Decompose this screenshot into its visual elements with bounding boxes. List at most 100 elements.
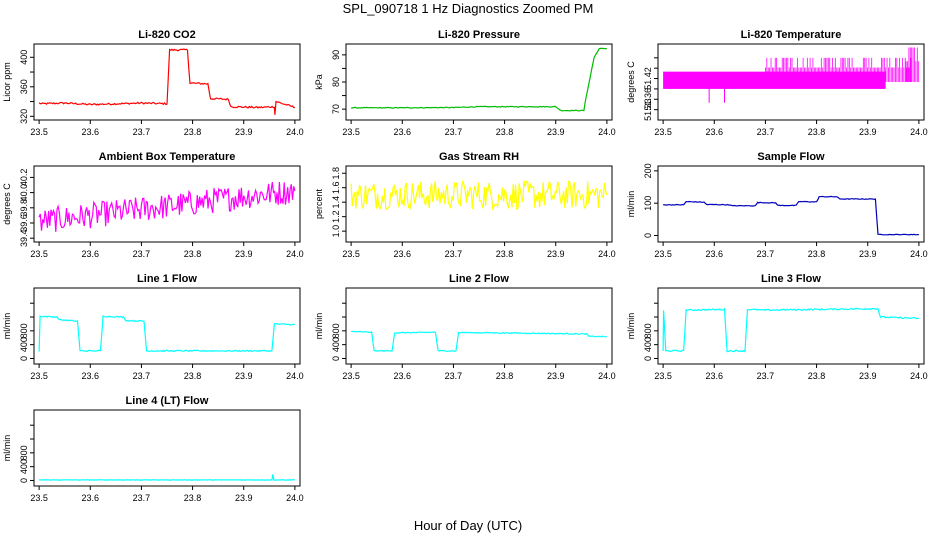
series-line — [662, 307, 920, 353]
x-tick-label: 23.5 — [30, 249, 48, 259]
panel-7: Line 1 Flow ml/min 23.5 23.6 23.7 23.8 23.9 24.… — [2, 273, 304, 381]
y-tick-label: 800 — [643, 323, 653, 338]
panel-2: Li-820 Pressure kPa 23.5 23.6 23.7 23.8 23.9 24… — [314, 29, 616, 137]
x-tick-label: 23.9 — [235, 371, 253, 381]
x-tick-label: 23.7 — [133, 127, 151, 137]
x-tick-label: 23.9 — [547, 127, 565, 137]
x-tick-label: 23.5 — [30, 371, 48, 381]
data-layer — [663, 195, 919, 236]
x-tick-label: 23.7 — [133, 371, 151, 381]
x-tick-label: 23.9 — [235, 493, 253, 503]
x-tick-label: 23.5 — [654, 249, 672, 259]
y-tick-label: 1.6 — [331, 181, 341, 194]
panel-title: Li-820 CO2 — [138, 29, 195, 41]
y-tick-label: 400 — [19, 459, 29, 474]
x-tick-label: 24.0 — [598, 371, 616, 381]
panel-title: Li-820 Temperature — [741, 29, 842, 41]
y-axis-label: Licor ppm — [2, 62, 12, 102]
data-layer — [350, 47, 607, 112]
x-tick-label: 24.0 — [286, 493, 304, 503]
y-tick-label: 400 — [19, 50, 29, 65]
y-tick-label: 40.0 — [19, 184, 29, 202]
plot-frame — [33, 409, 301, 487]
x-tick-label: 23.5 — [342, 371, 360, 381]
x-tick-label: 23.5 — [654, 371, 672, 381]
panel-3: Li-820 Temperature degrees C 23.5 23.6 23.7 2… — [626, 29, 928, 137]
y-axis-label: ml/min — [626, 191, 636, 218]
x-tick-label: 23.8 — [808, 127, 826, 137]
y-tick-label: 1.8 — [331, 167, 341, 180]
x-tick-label: 23.9 — [859, 127, 877, 137]
x-tick-label: 23.5 — [654, 127, 672, 137]
y-tick-label: 200 — [643, 163, 653, 178]
plot-frame — [33, 287, 301, 365]
series-line — [350, 179, 608, 212]
data-layer — [350, 179, 608, 212]
y-tick-label: 400 — [19, 337, 29, 352]
y-tick-label: 320 — [19, 109, 29, 124]
x-tick-label: 23.9 — [547, 249, 565, 259]
y-axis-label: ml/min — [2, 313, 12, 340]
x-tick-label: 23.7 — [757, 127, 775, 137]
panel-title: Line 1 Flow — [137, 273, 197, 285]
x-tick-label: 23.8 — [808, 371, 826, 381]
y-tick-label: 40.2 — [19, 169, 29, 187]
x-tick-label: 24.0 — [598, 249, 616, 259]
x-tick-label: 23.8 — [496, 127, 514, 137]
y-tick-label: 0 — [643, 356, 653, 361]
data-layer — [39, 474, 295, 481]
panel-10: Line 4 (LT) Flow ml/min 23.5 23.6 23.7 23.8 23… — [2, 395, 304, 503]
y-tick-label: 51.36 — [643, 88, 653, 111]
x-tick-label: 23.7 — [757, 249, 775, 259]
y-tick-label: 400 — [331, 337, 341, 352]
panel-title: Line 4 (LT) Flow — [126, 395, 209, 407]
panel-title: Sample Flow — [757, 151, 825, 163]
x-tick-label: 23.6 — [706, 127, 724, 137]
x-tick-label: 23.5 — [30, 493, 48, 503]
y-tick-label: 360 — [19, 79, 29, 94]
series-line — [38, 48, 295, 115]
y-tick-label: 39.4 — [19, 229, 29, 247]
series-line — [350, 47, 607, 112]
y-tick-label: 51.42 — [643, 67, 653, 90]
x-tick-label: 23.5 — [30, 127, 48, 137]
x-tick-label: 24.0 — [910, 249, 928, 259]
series-line — [351, 330, 607, 352]
plot-frame — [345, 43, 613, 121]
series-line — [38, 181, 296, 232]
x-tick-label: 23.6 — [394, 127, 412, 137]
x-tick-label: 23.6 — [706, 249, 724, 259]
x-tick-label: 23.8 — [496, 371, 514, 381]
data-layer — [38, 314, 296, 353]
x-tick-label: 23.6 — [706, 371, 724, 381]
y-axis-label: ml/min — [626, 313, 636, 340]
data-layer — [38, 181, 296, 232]
series-line — [39, 474, 295, 481]
x-tick-label: 23.7 — [445, 249, 463, 259]
y-axis-label: ml/min — [2, 435, 12, 462]
x-tick-label: 23.8 — [184, 371, 202, 381]
x-tick-label: 24.0 — [910, 127, 928, 137]
panel-8: Line 2 Flow ml/min 23.5 23.6 23.7 23.8 23.9 24.… — [314, 273, 616, 381]
x-tick-label: 23.7 — [133, 493, 151, 503]
y-tick-label: 39.6 — [19, 214, 29, 232]
x-tick-label: 23.7 — [757, 371, 775, 381]
x-tick-label: 23.8 — [184, 127, 202, 137]
y-tick-label: 51.33 — [643, 98, 653, 121]
y-axis-label: degrees C — [626, 61, 636, 103]
plot-frame — [345, 287, 613, 365]
y-axis-label: ml/min — [314, 313, 324, 340]
y-tick-label: 1.4 — [331, 196, 341, 209]
y-axis-label: kPa — [314, 74, 324, 90]
series-line — [663, 195, 919, 236]
y-tick-label: 400 — [643, 337, 653, 352]
y-tick-label: 800 — [19, 323, 29, 338]
x-tick-label: 23.6 — [82, 371, 100, 381]
y-tick-label: 0 — [331, 356, 341, 361]
y-tick-label: 0 — [643, 233, 653, 238]
panel-1: Li-820 CO2 Licor ppm 23.5 23.6 23.7 23.8 23.9 2… — [2, 29, 304, 137]
panel-title: Line 3 Flow — [761, 273, 821, 285]
y-tick-label: 800 — [19, 445, 29, 460]
x-tick-label: 23.7 — [133, 249, 151, 259]
